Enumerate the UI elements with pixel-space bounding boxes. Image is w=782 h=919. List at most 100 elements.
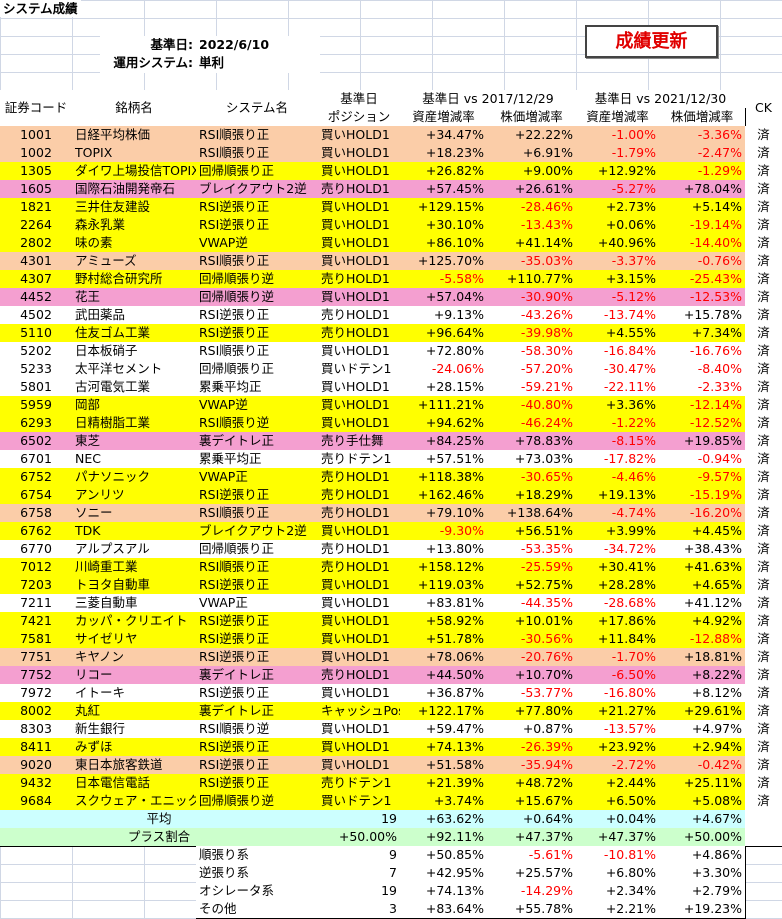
table-cell: 売りドテン1 bbox=[318, 450, 401, 469]
table-cell: 7751 bbox=[0, 648, 73, 667]
table-cell: 売りHOLD1 bbox=[318, 666, 401, 685]
table-cell: +10.01% bbox=[487, 612, 577, 631]
table-cell: +9.13% bbox=[400, 306, 488, 325]
header-cell: ポジション bbox=[318, 108, 401, 127]
table-cell: -39.98% bbox=[487, 324, 577, 343]
table-cell: +3.15% bbox=[576, 270, 660, 289]
table-cell: -25.59% bbox=[487, 558, 577, 577]
table-cell: 売りHOLD1 bbox=[318, 468, 401, 487]
table-cell: 済 bbox=[745, 432, 782, 451]
summary-count: +50.00% bbox=[318, 828, 401, 847]
table-cell: +74.13% bbox=[400, 738, 488, 757]
table-cell: -53.77% bbox=[487, 684, 577, 703]
table-cell: 済 bbox=[745, 270, 782, 289]
table-cell: 済 bbox=[745, 576, 782, 595]
group-value: +2.21% bbox=[576, 900, 660, 919]
group-value: +2.34% bbox=[576, 882, 660, 901]
table-cell: 済 bbox=[745, 684, 782, 703]
summary-value: +0.64% bbox=[487, 810, 577, 829]
table-cell: 太平洋セメント bbox=[72, 360, 197, 379]
table-cell: 買いHOLD1 bbox=[318, 162, 401, 181]
group-value: +3.30% bbox=[659, 864, 746, 883]
table-cell: 岡部 bbox=[72, 396, 197, 415]
table-cell: -4.74% bbox=[576, 504, 660, 523]
table-cell: +2.73% bbox=[576, 198, 660, 217]
table-cell: -30.56% bbox=[487, 630, 577, 649]
table-cell: -30.90% bbox=[487, 288, 577, 307]
table-cell: 買いHOLD1 bbox=[318, 414, 401, 433]
table-cell: 売りHOLD1 bbox=[318, 180, 401, 199]
header-cell: 資産増減率 bbox=[400, 108, 488, 127]
table-cell: +40.96% bbox=[576, 234, 660, 253]
table-cell: 6758 bbox=[0, 504, 73, 523]
table-cell: 5801 bbox=[0, 378, 73, 397]
table-cell: 回帰順張り正 bbox=[196, 162, 319, 181]
table-cell: +17.86% bbox=[576, 612, 660, 631]
table-cell: 住友ゴム工業 bbox=[72, 324, 197, 343]
table-cell: -44.35% bbox=[487, 594, 577, 613]
table-cell: -20.76% bbox=[487, 648, 577, 667]
table-cell: 済 bbox=[745, 216, 782, 235]
table-cell: RSI逆張り正 bbox=[196, 324, 319, 343]
table-cell: 6754 bbox=[0, 486, 73, 505]
table-cell: +19.13% bbox=[576, 486, 660, 505]
table-cell: +23.92% bbox=[576, 738, 660, 757]
table-cell: 済 bbox=[745, 306, 782, 325]
table-cell: +21.39% bbox=[400, 774, 488, 793]
table-cell: -16.84% bbox=[576, 342, 660, 361]
table-cell: +36.87% bbox=[400, 684, 488, 703]
group-value: +25.57% bbox=[487, 864, 577, 883]
table-cell: -1.22% bbox=[576, 414, 660, 433]
table-cell: -2.33% bbox=[659, 378, 746, 397]
table-cell: +52.75% bbox=[487, 576, 577, 595]
table-cell: 野村総合研究所 bbox=[72, 270, 197, 289]
table-cell: RSI逆張り正 bbox=[196, 774, 319, 793]
table-cell: 累乗平均正 bbox=[196, 450, 319, 469]
table-cell: -19.14% bbox=[659, 216, 746, 235]
table-cell: +8.12% bbox=[659, 684, 746, 703]
table-cell: -24.06% bbox=[400, 360, 488, 379]
table-cell: NEC bbox=[72, 450, 197, 469]
table-cell: 花王 bbox=[72, 288, 197, 307]
table-cell: 7972 bbox=[0, 684, 73, 703]
table-cell: VWAP正 bbox=[196, 594, 319, 613]
table-cell: -5.58% bbox=[400, 270, 488, 289]
table-cell: 売りHOLD1 bbox=[318, 306, 401, 325]
table-cell: -12.52% bbox=[659, 414, 746, 433]
table-cell: +78.04% bbox=[659, 180, 746, 199]
header-cell: 基準日 bbox=[318, 90, 401, 109]
table-cell: 裏デイトレ正 bbox=[196, 432, 319, 451]
table-cell: 8303 bbox=[0, 720, 73, 739]
table-cell: イトーキ bbox=[72, 684, 197, 703]
table-cell: RSI順張り正 bbox=[196, 342, 319, 361]
blank-cell bbox=[745, 810, 782, 829]
table-cell: 5202 bbox=[0, 342, 73, 361]
group-value: +55.78% bbox=[487, 900, 577, 919]
table-cell: +11.84% bbox=[576, 630, 660, 649]
summary-value: +0.04% bbox=[576, 810, 660, 829]
table-cell: RSI逆張り正 bbox=[196, 198, 319, 217]
table-cell: +7.34% bbox=[659, 324, 746, 343]
table-cell: 済 bbox=[745, 450, 782, 469]
table-cell: 済 bbox=[745, 180, 782, 199]
blank-cell bbox=[745, 828, 782, 847]
update-button[interactable]: 成績更新 bbox=[585, 25, 718, 58]
summary-value: +47.37% bbox=[487, 828, 577, 847]
table-cell: VWAP逆 bbox=[196, 234, 319, 253]
header-cell: システム名 bbox=[196, 90, 319, 127]
table-cell: 済 bbox=[745, 630, 782, 649]
table-cell: -0.42% bbox=[659, 756, 746, 775]
table-cell: -3.37% bbox=[576, 252, 660, 271]
header-cell: 株価増減率 bbox=[487, 108, 577, 127]
table-cell: 川崎重工業 bbox=[72, 558, 197, 577]
table-cell: +29.61% bbox=[659, 702, 746, 721]
table-cell: RSI順張り正 bbox=[196, 144, 319, 163]
table-cell: +48.72% bbox=[487, 774, 577, 793]
table-cell: RSI順張り逆 bbox=[196, 720, 319, 739]
table-cell: カッパ・クリエイト bbox=[72, 612, 197, 631]
table-cell: -5.12% bbox=[576, 288, 660, 307]
table-cell: 済 bbox=[745, 612, 782, 631]
table-cell: RSI順張り正 bbox=[196, 252, 319, 271]
header-cell: 基準日 vs 2017/12/29 bbox=[400, 90, 577, 109]
table-cell: 回帰順張り正 bbox=[196, 540, 319, 559]
